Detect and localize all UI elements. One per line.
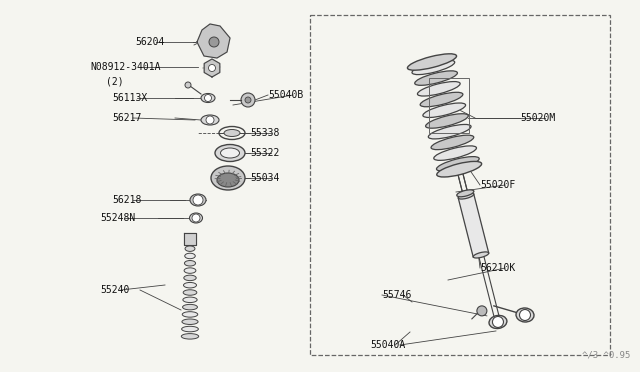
Circle shape — [520, 310, 531, 321]
Ellipse shape — [181, 334, 198, 339]
Text: N08912-3401A: N08912-3401A — [90, 62, 161, 72]
Ellipse shape — [184, 268, 196, 273]
Circle shape — [185, 82, 191, 88]
Text: 56218: 56218 — [112, 195, 141, 205]
Text: 56204: 56204 — [135, 37, 164, 47]
Bar — [429, 78, 469, 133]
Ellipse shape — [182, 312, 198, 317]
Ellipse shape — [201, 115, 219, 125]
Ellipse shape — [431, 135, 474, 150]
Ellipse shape — [458, 193, 474, 199]
Text: 55746: 55746 — [382, 290, 412, 300]
Text: 55240: 55240 — [100, 285, 129, 295]
Ellipse shape — [183, 290, 197, 295]
Ellipse shape — [217, 173, 239, 187]
Ellipse shape — [184, 260, 196, 266]
Circle shape — [193, 195, 203, 205]
Ellipse shape — [184, 275, 196, 280]
Ellipse shape — [189, 213, 202, 223]
Text: (2): (2) — [106, 77, 124, 87]
Bar — [310, 15, 610, 355]
Text: 55248N: 55248N — [100, 213, 135, 223]
Ellipse shape — [423, 103, 465, 118]
Ellipse shape — [417, 81, 460, 96]
Ellipse shape — [182, 326, 198, 332]
Circle shape — [192, 214, 200, 222]
Ellipse shape — [434, 146, 476, 160]
Ellipse shape — [185, 246, 195, 251]
Circle shape — [209, 37, 219, 47]
Ellipse shape — [415, 71, 458, 85]
Text: 55322: 55322 — [250, 148, 280, 158]
Ellipse shape — [190, 194, 206, 206]
Ellipse shape — [426, 114, 468, 128]
Circle shape — [205, 94, 211, 102]
Polygon shape — [184, 233, 196, 245]
Text: 56210K: 56210K — [480, 263, 515, 273]
Circle shape — [206, 116, 214, 124]
Polygon shape — [197, 24, 230, 58]
Ellipse shape — [473, 252, 489, 258]
Ellipse shape — [211, 166, 245, 190]
Ellipse shape — [221, 148, 239, 158]
Polygon shape — [204, 59, 220, 77]
Ellipse shape — [182, 319, 198, 324]
Text: 55034: 55034 — [250, 173, 280, 183]
Ellipse shape — [201, 93, 215, 103]
Ellipse shape — [516, 308, 534, 322]
Polygon shape — [458, 194, 489, 257]
Text: 56217: 56217 — [112, 113, 141, 123]
Ellipse shape — [224, 129, 240, 137]
Ellipse shape — [184, 282, 196, 288]
Circle shape — [241, 93, 255, 107]
Ellipse shape — [408, 54, 456, 70]
Ellipse shape — [436, 161, 482, 177]
Circle shape — [477, 306, 487, 316]
Ellipse shape — [436, 157, 479, 171]
Text: 55040B: 55040B — [268, 90, 303, 100]
Text: 55020M: 55020M — [520, 113, 556, 123]
Ellipse shape — [420, 92, 463, 107]
Text: 55338: 55338 — [250, 128, 280, 138]
Ellipse shape — [457, 190, 474, 197]
Text: ^/3 ^0.95: ^/3 ^0.95 — [582, 351, 630, 360]
Circle shape — [245, 97, 251, 103]
Ellipse shape — [215, 144, 245, 161]
Circle shape — [209, 64, 216, 71]
Ellipse shape — [489, 315, 507, 328]
Circle shape — [492, 317, 504, 327]
Ellipse shape — [412, 60, 454, 75]
Text: 56113X: 56113X — [112, 93, 147, 103]
Text: 55040A: 55040A — [370, 340, 405, 350]
Ellipse shape — [185, 253, 195, 259]
Ellipse shape — [182, 304, 198, 310]
Text: 55020F: 55020F — [480, 180, 515, 190]
Ellipse shape — [428, 125, 471, 139]
Ellipse shape — [183, 297, 197, 302]
